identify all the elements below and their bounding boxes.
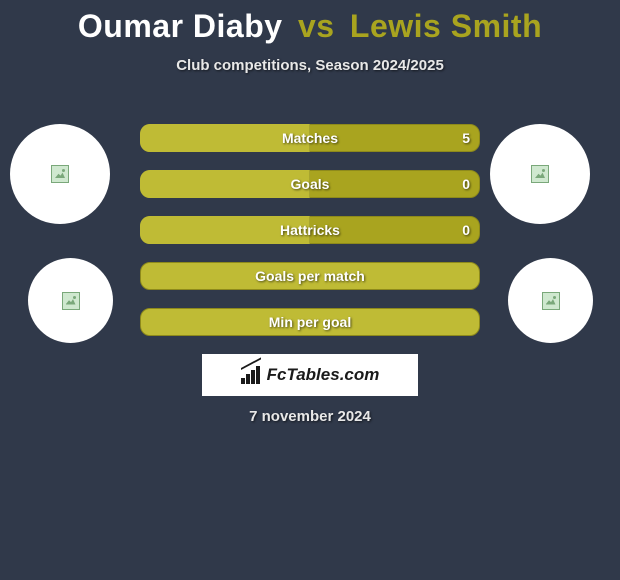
broken-image-icon (51, 165, 69, 183)
stat-row: Goals0 (140, 170, 480, 198)
stat-label: Matches (140, 124, 480, 152)
broken-image-icon (62, 292, 80, 310)
brand-banner: FcTables.com (202, 354, 418, 396)
stats-panel: Matches5Goals0Hattricks0Goals per matchM… (140, 124, 480, 354)
stat-row: Min per goal (140, 308, 480, 336)
stat-right-value: 0 (462, 216, 470, 244)
player1-club-avatar (28, 258, 113, 343)
brand-text: FcTables.com (267, 365, 380, 385)
broken-image-icon (531, 165, 549, 183)
vs-label: vs (298, 8, 335, 44)
brand-chart-icon (241, 366, 263, 384)
player2-name: Lewis Smith (350, 8, 542, 44)
broken-image-icon (542, 292, 560, 310)
player1-name: Oumar Diaby (78, 8, 283, 44)
page-title: Oumar Diaby vs Lewis Smith (0, 0, 620, 45)
player1-avatar (10, 124, 110, 224)
stat-label: Min per goal (140, 308, 480, 336)
stat-row: Goals per match (140, 262, 480, 290)
stat-row: Matches5 (140, 124, 480, 152)
stat-label: Goals per match (140, 262, 480, 290)
player2-avatar (490, 124, 590, 224)
date-label: 7 november 2024 (0, 408, 620, 425)
stat-right-value: 0 (462, 170, 470, 198)
player2-club-avatar (508, 258, 593, 343)
stat-right-value: 5 (462, 124, 470, 152)
stat-label: Goals (140, 170, 480, 198)
stat-row: Hattricks0 (140, 216, 480, 244)
subtitle: Club competitions, Season 2024/2025 (0, 57, 620, 74)
stat-label: Hattricks (140, 216, 480, 244)
